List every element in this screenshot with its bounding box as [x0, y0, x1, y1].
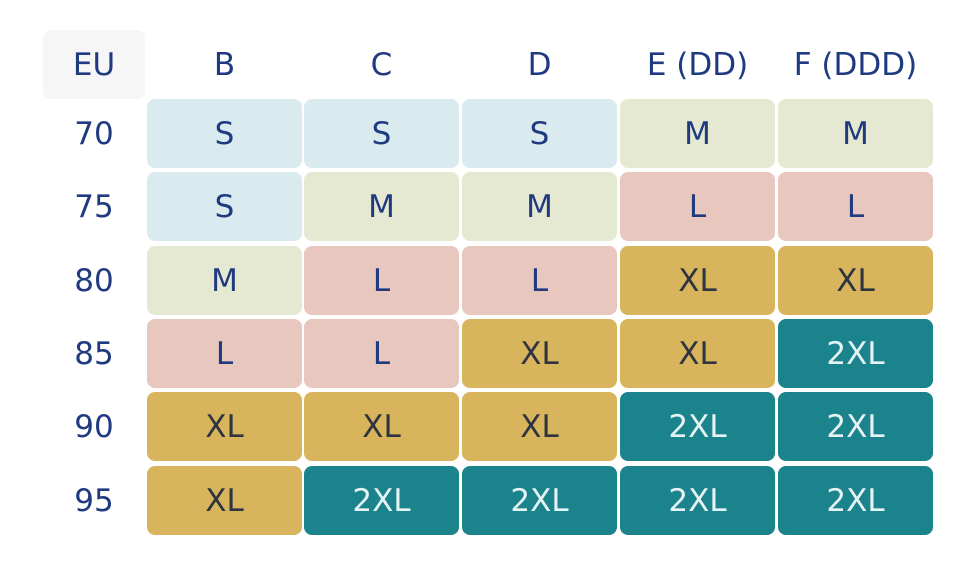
size-cell: L	[304, 319, 459, 388]
size-cell: L	[462, 246, 617, 315]
size-cell: S	[462, 99, 617, 168]
size-cell: 2XL	[620, 392, 775, 461]
size-cell: XL	[147, 392, 302, 461]
row-label: 80	[74, 262, 114, 299]
size-cell: XL	[147, 466, 302, 535]
size-cell: L	[620, 172, 775, 241]
column-header: B	[213, 46, 236, 83]
size-cell: XL	[778, 246, 933, 315]
size-cell: L	[304, 246, 459, 315]
size-cell: XL	[462, 319, 617, 388]
size-cell: XL	[304, 392, 459, 461]
size-cell: 2XL	[462, 466, 617, 535]
size-cell: S	[147, 172, 302, 241]
size-cell: M	[147, 246, 302, 315]
size-cell: 2XL	[620, 466, 775, 535]
row-label: 75	[74, 188, 114, 225]
size-cell: S	[147, 99, 302, 168]
size-cell: 2XL	[778, 392, 933, 461]
column-header: F (DDD)	[793, 46, 918, 83]
size-cell: XL	[620, 246, 775, 315]
corner-header: EU	[43, 30, 145, 99]
size-cell: XL	[462, 392, 617, 461]
row-label: 95	[74, 482, 114, 519]
column-header: D	[527, 46, 552, 83]
size-cell: L	[147, 319, 302, 388]
size-cell: M	[304, 172, 459, 241]
column-header: C	[370, 46, 393, 83]
size-cell: 2XL	[304, 466, 459, 535]
size-cell: M	[778, 99, 933, 168]
row-label: 85	[74, 335, 114, 372]
size-cell: XL	[620, 319, 775, 388]
size-cell: S	[304, 99, 459, 168]
size-cell: M	[620, 99, 775, 168]
size-cell: 2XL	[778, 319, 933, 388]
size-cell: M	[462, 172, 617, 241]
column-header: E (DD)	[646, 46, 749, 83]
row-label: 70	[74, 115, 114, 152]
size-cell: L	[778, 172, 933, 241]
size-cell: 2XL	[778, 466, 933, 535]
row-label: 90	[74, 408, 114, 445]
